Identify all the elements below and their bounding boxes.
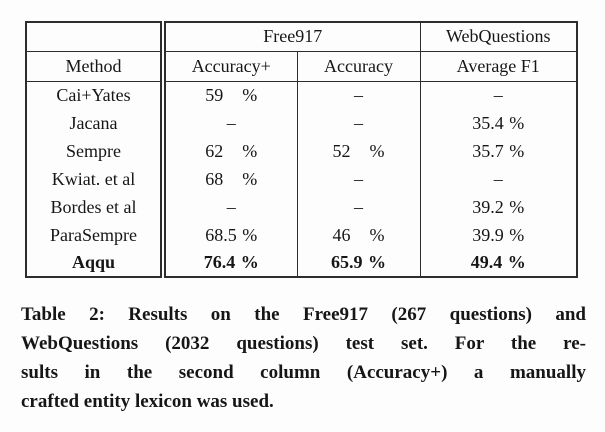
cell-average-f1: 35.4% xyxy=(420,109,577,137)
table-row: Cai+Yates 59% – – xyxy=(26,81,577,109)
column-header-row: Method Accuracy+ Accuracy Average F1 xyxy=(26,51,577,82)
cell-accuracy-plus: 68.5% xyxy=(163,221,298,249)
cell-accuracy-plus: 59% xyxy=(163,81,298,109)
group-header-free917: Free917 xyxy=(163,22,421,52)
cell-accuracy-plus: 76.4% xyxy=(163,249,298,277)
percent-sign: % xyxy=(240,252,259,272)
cell-method: Kwiat. et al xyxy=(26,165,166,193)
results-table: Free917 WebQuestions Method Accuracy+ Ac… xyxy=(25,21,578,278)
group-header-webquestions: WebQuestions xyxy=(420,22,577,52)
percent-sign: % xyxy=(242,140,258,161)
cell-accuracy-plus: – xyxy=(163,109,298,137)
value-number: 46 xyxy=(332,224,351,245)
cell-average-f1: 39.9% xyxy=(420,221,577,249)
cell-accuracy-plus: 62% xyxy=(163,137,298,165)
col-header-accuracy-plus: Accuracy+ xyxy=(163,51,298,82)
percent-sign: % xyxy=(509,112,525,133)
cell-accuracy: – xyxy=(297,109,421,137)
table-row: Sempre 62% 52% 35.7% xyxy=(26,137,577,165)
value-number: 62 xyxy=(205,140,224,161)
value-number: 68.5 xyxy=(205,224,237,245)
table-caption: Table 2: Results on the Free917 (267 que… xyxy=(21,300,586,416)
value-number: 59 xyxy=(205,84,224,105)
cell-accuracy: 46% xyxy=(297,221,421,249)
value-number: 35.7 xyxy=(472,140,504,161)
dash-value: – xyxy=(354,112,363,133)
percent-sign: % xyxy=(242,84,258,105)
cell-accuracy: – xyxy=(297,165,421,193)
value-number: 39.9 xyxy=(472,224,504,245)
percent-sign: % xyxy=(509,224,525,245)
dash-value: – xyxy=(354,196,363,217)
cell-accuracy: 65.9% xyxy=(297,249,421,277)
cell-method: Bordes et al xyxy=(26,193,166,221)
dash-value: – xyxy=(354,84,363,105)
value-number: 35.4 xyxy=(472,112,504,133)
dash-value: – xyxy=(493,168,503,189)
cell-accuracy: – xyxy=(297,81,421,109)
col-header-method: Method xyxy=(26,51,166,82)
dash-value: – xyxy=(226,112,236,133)
cell-method: Jacana xyxy=(26,109,166,137)
percent-sign: % xyxy=(369,140,385,161)
cell-accuracy-plus: 68% xyxy=(163,165,298,193)
empty-header-cell xyxy=(26,22,166,52)
table-row: Kwiat. et al 68% – – xyxy=(26,165,577,193)
table-row-best-system: Aqqu 76.4% 65.9% 49.4% xyxy=(26,249,577,277)
caption-line: WebQuestions (2032 questions) test set. … xyxy=(21,333,586,354)
cell-method: ParaSempre xyxy=(26,221,166,249)
cell-accuracy: 52% xyxy=(297,137,421,165)
col-header-average-f1: Average F1 xyxy=(420,51,577,82)
table-row: Bordes et al – – 39.2% xyxy=(26,193,577,221)
cell-method: Cai+Yates xyxy=(26,81,166,109)
cell-accuracy: – xyxy=(297,193,421,221)
dash-value: – xyxy=(493,84,503,105)
cell-average-f1: 35.7% xyxy=(420,137,577,165)
cell-method: Sempre xyxy=(26,137,166,165)
caption-line: Table 2: Results on the Free917 (267 que… xyxy=(21,304,586,325)
value-number: 49.4 xyxy=(470,252,503,272)
value-number: 39.2 xyxy=(472,196,504,217)
percent-sign: % xyxy=(507,252,526,272)
dash-value: – xyxy=(354,168,363,189)
cell-average-f1: – xyxy=(420,165,577,193)
percent-sign: % xyxy=(509,140,525,161)
value-number: 52 xyxy=(332,140,351,161)
percent-sign: % xyxy=(242,224,258,245)
percent-sign: % xyxy=(369,224,385,245)
cell-average-f1: – xyxy=(420,81,577,109)
table-row: Jacana – – 35.4% xyxy=(26,109,577,137)
caption-line: sults in the second column (Accuracy+) a… xyxy=(21,362,586,383)
cell-average-f1: 39.2% xyxy=(420,193,577,221)
table-row: ParaSempre 68.5% 46% 39.9% xyxy=(26,221,577,249)
cell-accuracy-plus: – xyxy=(163,193,298,221)
percent-sign: % xyxy=(242,168,258,189)
caption-line: crafted entity lexicon was used. xyxy=(21,391,274,412)
value-number: 65.9 xyxy=(331,252,363,272)
cell-method: Aqqu xyxy=(26,249,166,277)
value-number: 68 xyxy=(205,168,224,189)
percent-sign: % xyxy=(509,196,525,217)
group-header-row: Free917 WebQuestions xyxy=(26,22,577,52)
percent-sign: % xyxy=(368,252,386,272)
cell-average-f1: 49.4% xyxy=(420,249,577,277)
value-number: 76.4 xyxy=(203,252,236,272)
col-header-accuracy: Accuracy xyxy=(297,51,421,82)
dash-value: – xyxy=(226,196,236,217)
